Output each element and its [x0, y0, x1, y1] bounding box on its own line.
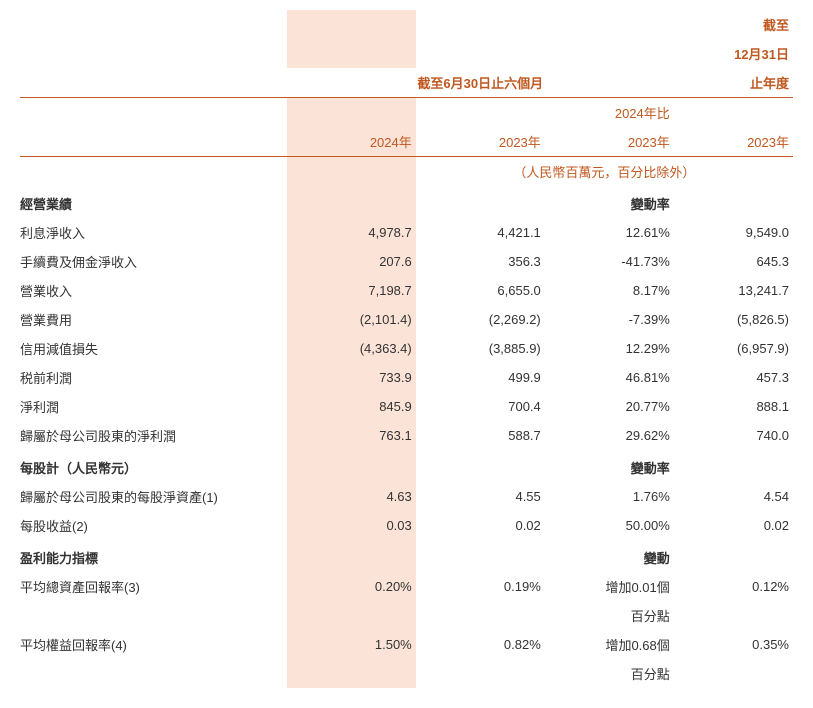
- table-row: 每股收益(2) 0.03 0.02 50.00% 0.02: [20, 511, 793, 540]
- section-change-0: 變動率: [545, 186, 674, 218]
- row-c3: 12.61%: [545, 218, 674, 247]
- section-change-2: 變動: [545, 540, 674, 572]
- row-c1: 4,978.7: [287, 218, 416, 247]
- hdr-col3-line1: 2024年比: [545, 98, 674, 128]
- hdr-col1: 2024年: [287, 127, 416, 157]
- table-row: 歸屬於母公司股東的每股淨資產(1) 4.63 4.55 1.76% 4.54: [20, 482, 793, 511]
- hdr-col2: 2023年: [416, 127, 545, 157]
- table-row: 信用減值損失 (4,363.4) (3,885.9) 12.29% (6,957…: [20, 334, 793, 363]
- table-row: 營業費用 (2,101.4) (2,269.2) -7.39% (5,826.5…: [20, 305, 793, 334]
- row-label: 淨利潤: [20, 392, 287, 421]
- table-row: 平均總資產回報率(3) 0.20% 0.19% 增加0.01個 0.12%: [20, 572, 793, 601]
- hdr-top-right-3: 止年度: [674, 68, 793, 98]
- table-row: 税前利潤 733.9 499.9 46.81% 457.3: [20, 363, 793, 392]
- row-label: 平均總資產回報率(3): [20, 572, 287, 601]
- row-label: 手續費及佣金淨收入: [20, 247, 287, 276]
- hdr-blank: [20, 10, 287, 39]
- table-row: 百分點: [20, 659, 793, 688]
- table-row: 百分點: [20, 601, 793, 630]
- section-title-0: 經營業績: [20, 186, 287, 218]
- table-row: 手續費及佣金淨收入 207.6 356.3 -41.73% 645.3: [20, 247, 793, 276]
- table-row: 平均權益回報率(4) 1.50% 0.82% 增加0.68個 0.35%: [20, 630, 793, 659]
- row-label: 信用減值損失: [20, 334, 287, 363]
- hdr-blank: [545, 10, 674, 39]
- hdr-blank: [287, 10, 416, 39]
- section-change-1: 變動率: [545, 450, 674, 482]
- row-label: 利息淨收入: [20, 218, 287, 247]
- table-row: 歸屬於母公司股東的淨利潤 763.1 588.7 29.62% 740.0: [20, 421, 793, 450]
- row-label: 營業收入: [20, 276, 287, 305]
- section-title-1: 每股計（人民幣元）: [20, 450, 287, 482]
- hdr-top-right-2: 12月31日: [674, 39, 793, 68]
- hdr-top-right-1: 截至: [674, 10, 793, 39]
- row-c4: 9,549.0: [674, 218, 793, 247]
- table-row: 利息淨收入 4,978.7 4,421.1 12.61% 9,549.0: [20, 218, 793, 247]
- row-label: 平均權益回報率(4): [20, 630, 287, 659]
- row-label: 歸屬於母公司股東的淨利潤: [20, 421, 287, 450]
- financial-table: 截至 12月31日 截至6月30日止六個月 止年度 2024年比 2024年 2…: [20, 10, 793, 688]
- row-label: 營業費用: [20, 305, 287, 334]
- row-label: 每股收益(2): [20, 511, 287, 540]
- table-row: 淨利潤 845.9 700.4 20.77% 888.1: [20, 392, 793, 421]
- section-title-2: 盈利能力指標: [20, 540, 287, 572]
- hdr-mid-span: 截至6月30日止六個月: [287, 68, 674, 98]
- hdr-blank: [416, 10, 545, 39]
- row-label: 税前利潤: [20, 363, 287, 392]
- row-label: 歸屬於母公司股東的每股淨資產(1): [20, 482, 287, 511]
- unit-note: （人民幣百萬元，百分比除外）: [416, 157, 793, 187]
- hdr-col3: 2023年: [545, 127, 674, 157]
- hdr-col4: 2023年: [674, 127, 793, 157]
- table-row: 營業收入 7,198.7 6,655.0 8.17% 13,241.7: [20, 276, 793, 305]
- row-c2: 4,421.1: [416, 218, 545, 247]
